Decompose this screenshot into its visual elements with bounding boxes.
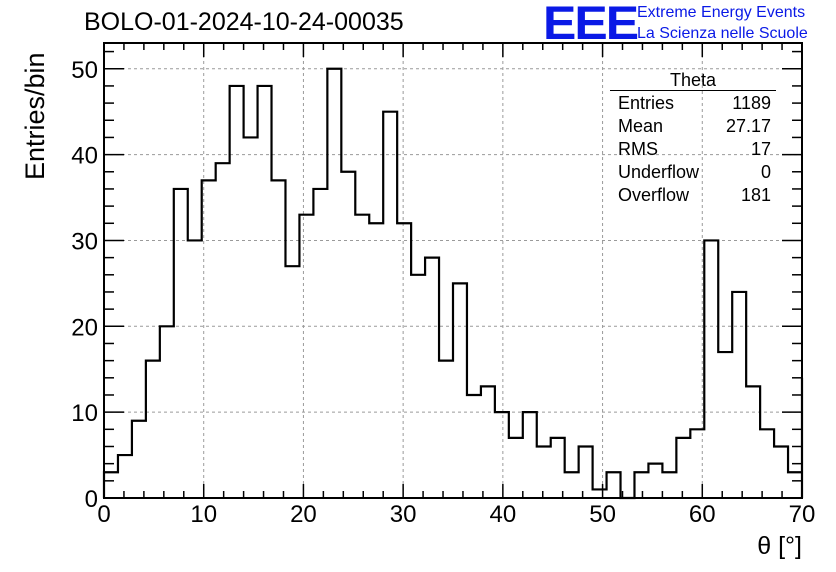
y-tick-label: 20 (71, 314, 98, 341)
logo-line-1: Extreme Energy Events (637, 4, 806, 21)
stats-value: 17 (750, 139, 771, 159)
logo-line-2: La Scienza nelle Scuole (637, 25, 808, 42)
axis-tick-labels: 0 10 20 30 40 50 60 70 0 10 20 30 40 50 (71, 57, 815, 528)
stats-label: Entries (618, 93, 675, 113)
x-tick-label: 10 (190, 501, 217, 528)
stats-row-mean: Mean 27.17 (610, 115, 776, 138)
eee-logo: EEE (543, 0, 639, 50)
stats-label: Underflow (618, 162, 700, 182)
axis-ticks (103, 43, 803, 499)
y-tick-label: 50 (71, 57, 98, 84)
y-tick-label: 0 (85, 486, 98, 513)
x-tick-label: 0 (97, 501, 110, 528)
x-tick-label: 40 (490, 501, 517, 528)
x-tick-label: 20 (290, 501, 317, 528)
x-axis-label: θ [°] (757, 532, 802, 560)
stats-label: Mean (618, 116, 664, 136)
y-tick-label: 10 (71, 400, 98, 427)
stats-row-underflow: Underflow 0 (610, 161, 776, 184)
stats-label: RMS (618, 139, 658, 159)
y-tick-label: 30 (71, 228, 98, 255)
stats-value: 1189 (732, 93, 771, 113)
stats-value: 181 (740, 185, 771, 205)
stats-label: Overflow (618, 185, 690, 205)
stats-value: 27.17 (725, 116, 771, 136)
stats-row-rms: RMS 17 (610, 138, 776, 161)
x-tick-label: 60 (689, 501, 716, 528)
x-tick-label: 70 (789, 501, 816, 528)
plot-frame (103, 42, 803, 499)
histogram-series (102, 67, 804, 500)
stats-box: Theta Entries 1189 Mean 27.17 RMS 17 Und… (610, 70, 776, 207)
x-tick-label: 30 (390, 501, 417, 528)
stats-value: 0 (760, 162, 771, 182)
x-tick-label: 50 (589, 501, 616, 528)
stats-row-overflow: Overflow 181 (610, 184, 776, 207)
y-axis-label: Entries/bin (20, 52, 50, 180)
stats-title: Theta (610, 70, 776, 91)
y-tick-label: 40 (71, 143, 98, 170)
chart-title: BOLO-01-2024-10-24-00035 (84, 8, 404, 36)
stats-row-entries: Entries 1189 (610, 92, 776, 115)
